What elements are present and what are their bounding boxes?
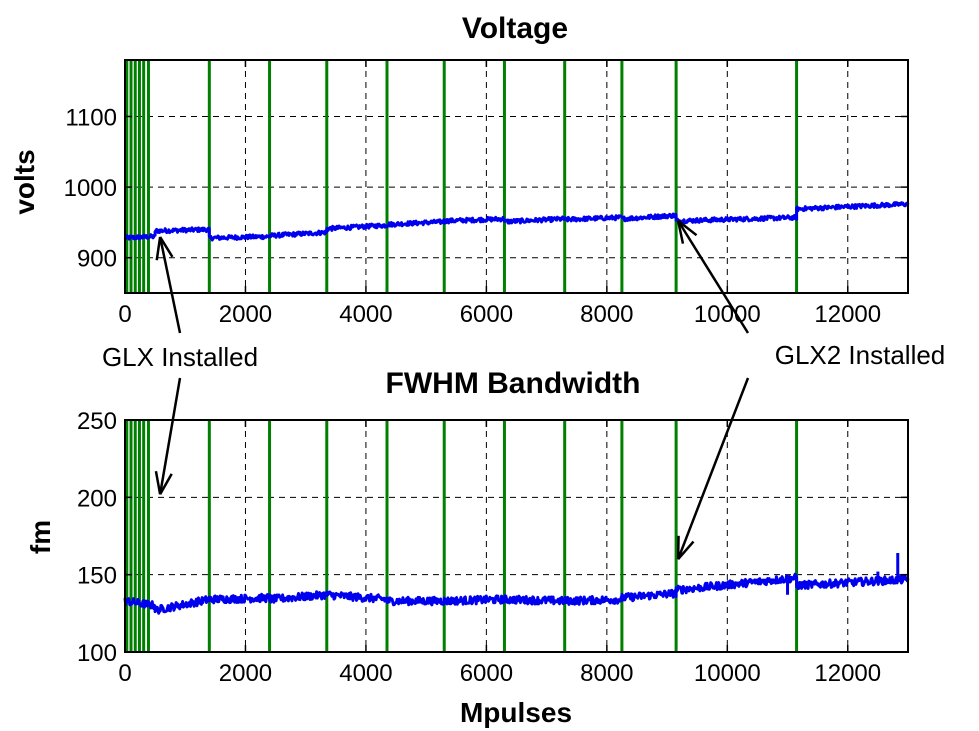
annotation-arrow-head — [676, 535, 695, 561]
x-tick-label: 8000 — [580, 660, 633, 687]
chart-title: FWHM Bandwidth — [386, 367, 641, 400]
x-tick-label: 12000 — [814, 660, 881, 687]
y-tick-label: 1000 — [64, 175, 117, 202]
series-line — [123, 572, 910, 615]
annotation-glx2: GLX2 Installed — [775, 340, 946, 370]
chart-title: Voltage — [462, 12, 568, 45]
annotation-arrow-head — [155, 236, 174, 261]
x-tick-label: 2000 — [219, 660, 272, 687]
y-tick-label: 900 — [77, 246, 117, 273]
y-tick-label: 1100 — [65, 104, 117, 131]
x-tick-label: 6000 — [460, 660, 513, 687]
annotation-arrow-head — [676, 219, 698, 244]
x-tick-label: 10000 — [694, 301, 761, 328]
x-axis-label: Mpulses — [460, 697, 572, 728]
annotation-glx: GLX Installed — [102, 342, 258, 372]
annotation-arrow-line — [158, 377, 182, 495]
series-line — [123, 201, 910, 242]
y-axis-label: volts — [9, 149, 40, 214]
annotations: GLX Installed GLX2 Installed — [102, 219, 946, 561]
bandwidth-chart: FWHM Bandwidth fm Mpulses 0 2000 4000 6000 8… — [25, 367, 910, 728]
y-tick-label: 100 — [77, 640, 117, 667]
x-tick-label: 2000 — [219, 301, 272, 328]
voltage-chart: Voltage volts 0 2000 4000 6000 8000 10000 1200… — [9, 12, 910, 328]
plot-area: 0 2000 4000 6000 8000 10000 12000 100 150 200 250 — [77, 408, 910, 687]
axes-frame — [124, 59, 909, 294]
x-tick-label: 8000 — [580, 301, 633, 328]
x-tick-label: 0 — [118, 660, 131, 687]
y-axis-label: fm — [25, 520, 56, 554]
y-tick-label: 150 — [77, 563, 117, 590]
y-tick-label: 200 — [77, 485, 117, 512]
x-tick-label: 0 — [118, 301, 131, 328]
plot-area: 0 2000 4000 6000 8000 10000 12000 900 1000 1100 — [64, 59, 910, 328]
annotation-arrow-line — [677, 220, 750, 334]
x-tick-label: 6000 — [460, 301, 513, 328]
annotation-arrow-head — [154, 470, 173, 495]
x-tick-label: 4000 — [339, 660, 392, 687]
y-tick-label: 250 — [77, 408, 117, 435]
x-tick-label: 12000 — [814, 301, 881, 328]
annotation-arrow-line — [158, 236, 182, 334]
x-tick-label: 4000 — [339, 301, 392, 328]
x-tick-label: 10000 — [694, 660, 761, 687]
annotation-arrow-line — [676, 377, 750, 560]
axes-frame — [124, 419, 909, 653]
